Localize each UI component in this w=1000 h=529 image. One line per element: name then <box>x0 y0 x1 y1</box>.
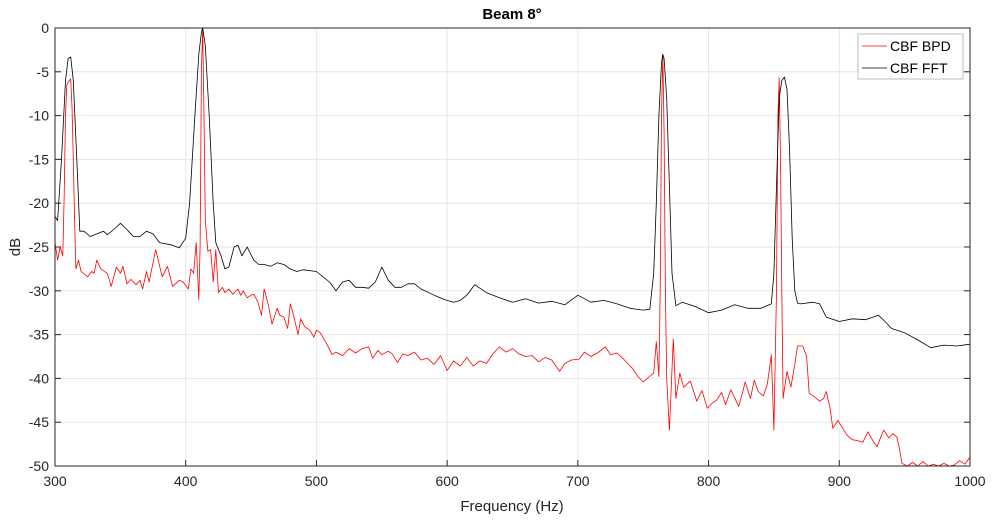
x-tick-label: 300 <box>43 473 67 489</box>
x-tick-label: 400 <box>174 473 198 489</box>
y-tick-label: -40 <box>29 370 49 386</box>
series-group <box>54 27 971 467</box>
x-tick-label: 800 <box>697 473 721 489</box>
y-tick-label: -10 <box>29 108 49 124</box>
x-tick-label: 500 <box>305 473 329 489</box>
y-tick-label: -45 <box>29 414 49 430</box>
legend-label-bpd: CBF BPD <box>890 38 951 54</box>
x-tick-label: 700 <box>566 473 590 489</box>
y-tick-label: -20 <box>29 195 49 211</box>
series-line-cbf-bpd <box>54 27 971 467</box>
y-tick-label: -30 <box>29 283 49 299</box>
y-tick-label: -15 <box>29 151 49 167</box>
legend-box <box>857 33 964 80</box>
y-tick-label: -25 <box>29 239 49 255</box>
legend-label-fft: CBF FFT <box>890 60 948 76</box>
y-axis-label: dB <box>7 238 24 256</box>
x-tick-label: 600 <box>435 473 459 489</box>
y-tick-label: -35 <box>29 327 49 343</box>
x-tick-label: 1000 <box>954 473 985 489</box>
tick-labels: 300 400 500 600 700 800 900 1000 0 -5 -10 -15 -20 -25… <box>29 20 986 489</box>
series-line-cbf-fft <box>54 27 971 349</box>
x-tick-label: 900 <box>828 473 852 489</box>
y-tick-label: -5 <box>37 64 50 80</box>
x-axis-label: Frequency (Hz) <box>460 498 563 515</box>
y-tick-label: -50 <box>29 458 49 474</box>
legend: CBF BPD CBF FFT <box>857 33 964 80</box>
y-tick-label: 0 <box>41 20 49 36</box>
chart-title: Beam 8° <box>482 6 541 23</box>
